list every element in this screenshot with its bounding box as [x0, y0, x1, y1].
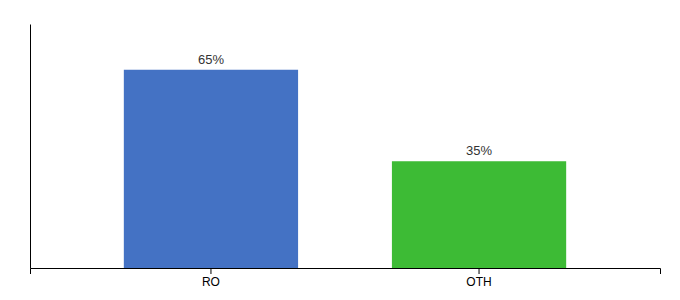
data-label: 65% [198, 52, 224, 67]
x-tick: OTH [466, 268, 491, 289]
data-label: 35% [466, 143, 492, 158]
x-tick-label: RO [202, 275, 220, 289]
y-axis-line [30, 25, 31, 269]
x-tick-label: OTH [466, 275, 491, 289]
x-tick: RO [202, 268, 220, 289]
chart-svg: RO OTH 65% 35% [0, 0, 680, 300]
x-tick-mark [479, 268, 480, 274]
x-tick-mark [210, 268, 211, 274]
bars [124, 70, 566, 268]
bar [392, 161, 566, 268]
y-axis [30, 25, 31, 269]
x-axis-line [31, 269, 661, 275]
data-labels: 65% 35% [198, 52, 493, 159]
chart-container: RO OTH 65% 35% [0, 0, 680, 300]
x-axis: RO OTH [31, 268, 661, 289]
plot-area: RO OTH 65% 35% [31, 25, 661, 289]
bar [124, 70, 298, 268]
